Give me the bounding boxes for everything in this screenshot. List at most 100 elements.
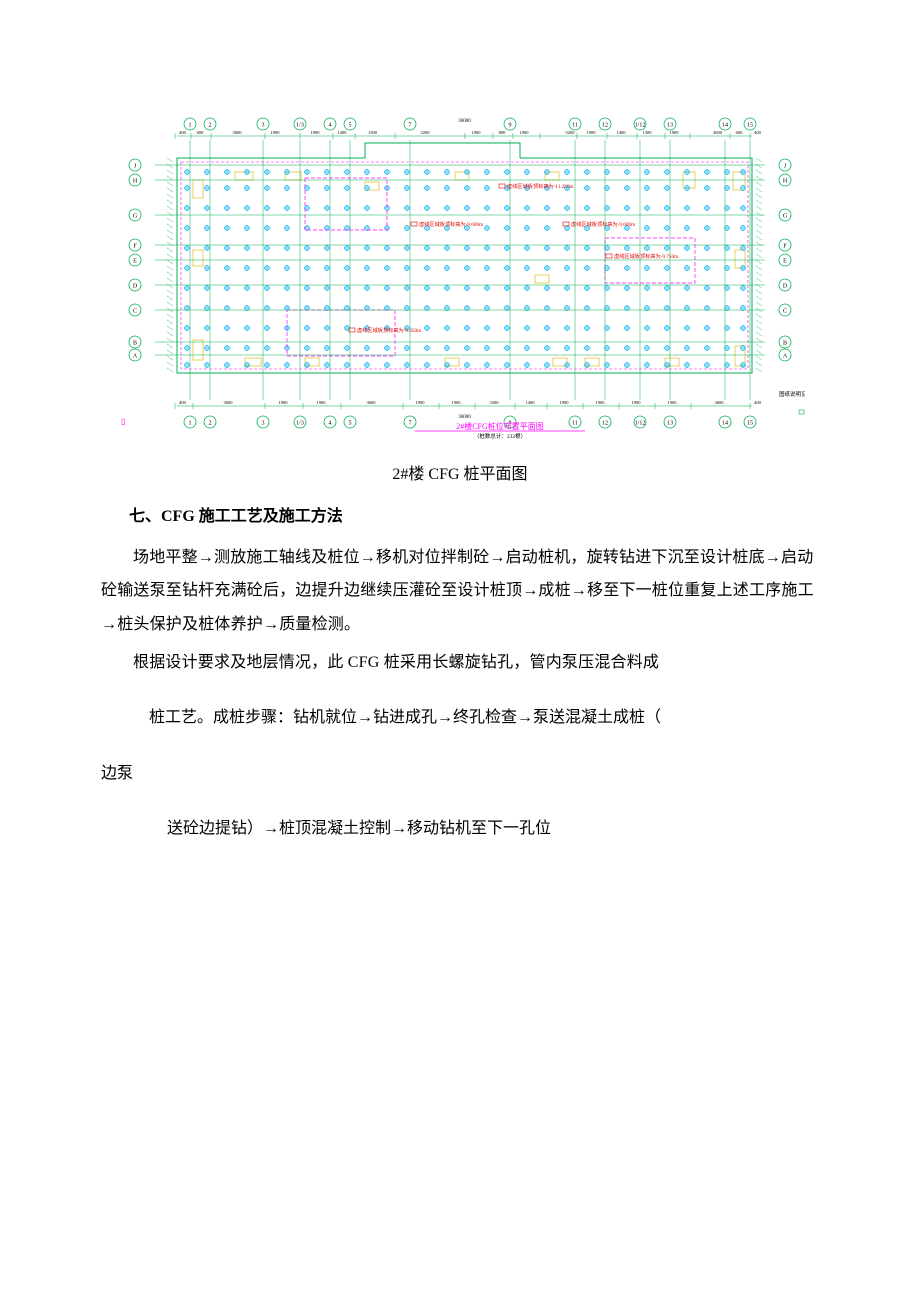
svg-text:5200: 5200	[421, 130, 431, 135]
svg-text:14: 14	[722, 421, 728, 427]
svg-text:7: 7	[409, 421, 412, 427]
svg-text:1900: 1900	[587, 130, 597, 135]
plan-svg: 虚线区域板顶标高为-11.250m 虚线区域板顶标高为-9.600m 虚线区域板顶标…	[115, 110, 805, 440]
svg-text:1900: 1900	[317, 400, 327, 405]
svg-text:1/12: 1/12	[635, 123, 646, 129]
svg-text:1900: 1900	[271, 130, 281, 135]
svg-text:400: 400	[754, 130, 762, 135]
svg-text:4: 4	[329, 123, 332, 129]
svg-text:600: 600	[736, 130, 744, 135]
svg-text:1900: 1900	[668, 400, 678, 405]
svg-text:1: 1	[189, 421, 192, 427]
svg-text:15: 15	[747, 421, 753, 427]
svg-text:F: F	[783, 244, 787, 250]
paragraph-method-2a: 桩工艺。成桩步骤：钻机就位→钻进成孔→终孔检查→泵送混凝土成桩（	[101, 701, 825, 735]
svg-text:3: 3	[262, 123, 265, 129]
svg-text:H: H	[133, 179, 138, 185]
svg-text:J: J	[134, 164, 137, 170]
svg-text:1900: 1900	[452, 400, 462, 405]
svg-text:虚线区域板顶标高为-9.600m: 虚线区域板顶标高为-9.600m	[571, 220, 635, 228]
svg-text:1900: 1900	[632, 400, 642, 405]
svg-text:36000: 36000	[458, 119, 471, 124]
svg-text:3600: 3600	[715, 400, 725, 405]
svg-text:▯: ▯	[121, 417, 125, 426]
svg-text:800: 800	[499, 130, 507, 135]
svg-text:1900: 1900	[560, 400, 570, 405]
svg-text:B: B	[133, 341, 137, 347]
svg-text:1900: 1900	[472, 130, 482, 135]
svg-text:15: 15	[747, 123, 753, 129]
svg-text:1900: 1900	[279, 400, 289, 405]
paragraph-method-1: 根据设计要求及地层情况，此 CFG 桩采用长螺旋钻孔，管内泵压混合料成	[101, 646, 825, 680]
paragraph-method-2b: 边泵	[101, 757, 825, 791]
svg-text:36000: 36000	[458, 415, 471, 420]
svg-text:1900: 1900	[520, 130, 530, 135]
svg-text:虚线区域板顶标高为-9.600m: 虚线区域板顶标高为-9.600m	[419, 220, 483, 228]
p3a-text: 桩工艺。成桩步骤：钻机就位→钻进成孔→终孔检查→泵送混凝土成桩（	[149, 709, 661, 726]
cfg-pile-plan-figure: 虚线区域板顶标高为-11.250m 虚线区域板顶标高为-9.600m 虚线区域板顶标…	[115, 110, 805, 440]
svg-text:2: 2	[209, 123, 212, 129]
svg-text:600: 600	[197, 130, 205, 135]
svg-text:B: B	[783, 341, 787, 347]
svg-text:5: 5	[349, 123, 352, 129]
paragraph-process: 场地平整→测放施工轴线及桩位→移机对位拌制砼→启动桩机，旋转钻进下沉至设计桩底→…	[101, 541, 825, 642]
svg-text:E: E	[783, 259, 787, 265]
svg-text:A: A	[133, 354, 138, 360]
svg-text:D: D	[133, 284, 138, 290]
svg-text:11: 11	[572, 123, 578, 129]
svg-text:虚线区域板顶标高为-9.750m: 虚线区域板顶标高为-9.750m	[614, 252, 678, 260]
svg-text:A: A	[783, 354, 788, 360]
svg-text:9: 9	[509, 123, 512, 129]
svg-text:12: 12	[602, 123, 608, 129]
figure-caption: 2#楼 CFG 桩平面图	[95, 460, 825, 490]
svg-text:2#楼CFG桩位布置平面图: 2#楼CFG桩位布置平面图	[456, 421, 544, 431]
svg-text:4: 4	[329, 421, 332, 427]
svg-text:1/12: 1/12	[635, 421, 646, 427]
svg-text:1400: 1400	[526, 400, 536, 405]
svg-text:1300: 1300	[643, 130, 653, 135]
svg-text:C: C	[133, 309, 137, 315]
svg-text:13: 13	[667, 421, 673, 427]
svg-text:3600: 3600	[367, 400, 377, 405]
svg-text:虚线区域板顶标高为-11.250m: 虚线区域板顶标高为-11.250m	[507, 182, 574, 190]
svg-text:1900: 1900	[596, 400, 606, 405]
svg-text:3600: 3600	[233, 130, 243, 135]
svg-text:400: 400	[754, 400, 762, 405]
svg-text:1: 1	[189, 123, 192, 129]
svg-text:3: 3	[262, 421, 265, 427]
svg-text:E: E	[133, 259, 137, 265]
svg-text:G: G	[133, 214, 138, 220]
svg-text:D: D	[783, 284, 788, 290]
svg-text:12: 12	[602, 421, 608, 427]
paragraph-method-3: 送砼边提钻）→桩顶混凝土控制→移动钻机至下一孔位	[95, 812, 825, 846]
svg-text:400: 400	[179, 130, 187, 135]
svg-text:虚线区域板顶标高为-9.450m: 虚线区域板顶标高为-9.450m	[357, 326, 421, 334]
svg-text:2: 2	[209, 421, 212, 427]
svg-text:11: 11	[572, 421, 578, 427]
p3b-text: 边泵	[101, 765, 133, 782]
svg-text:（桩数总计：232根）: （桩数总计：232根）	[474, 432, 526, 440]
svg-text:3300: 3300	[490, 400, 500, 405]
svg-text:J: J	[784, 164, 787, 170]
svg-text:7: 7	[409, 123, 412, 129]
svg-text:H: H	[783, 179, 788, 185]
svg-text:13: 13	[667, 123, 673, 129]
svg-text:1900: 1900	[670, 130, 680, 135]
svg-text:C: C	[783, 309, 787, 315]
svg-text:1400: 1400	[338, 130, 348, 135]
svg-text:1/3: 1/3	[296, 421, 304, 427]
svg-text:400: 400	[179, 400, 187, 405]
svg-text:1900: 1900	[416, 400, 426, 405]
svg-text:5: 5	[349, 421, 352, 427]
svg-text:F: F	[133, 244, 137, 250]
section-heading: 七、CFG 施工工艺及施工方法	[129, 502, 825, 532]
svg-text:3600: 3600	[224, 400, 234, 405]
svg-text:G: G	[783, 214, 788, 220]
svg-text:1900: 1900	[311, 130, 321, 135]
svg-text:5200: 5200	[566, 130, 576, 135]
svg-text:1/3: 1/3	[296, 123, 304, 129]
svg-text:1300: 1300	[368, 130, 378, 135]
svg-text:14: 14	[722, 123, 728, 129]
svg-text:1400: 1400	[617, 130, 627, 135]
svg-text:3600: 3600	[713, 130, 723, 135]
